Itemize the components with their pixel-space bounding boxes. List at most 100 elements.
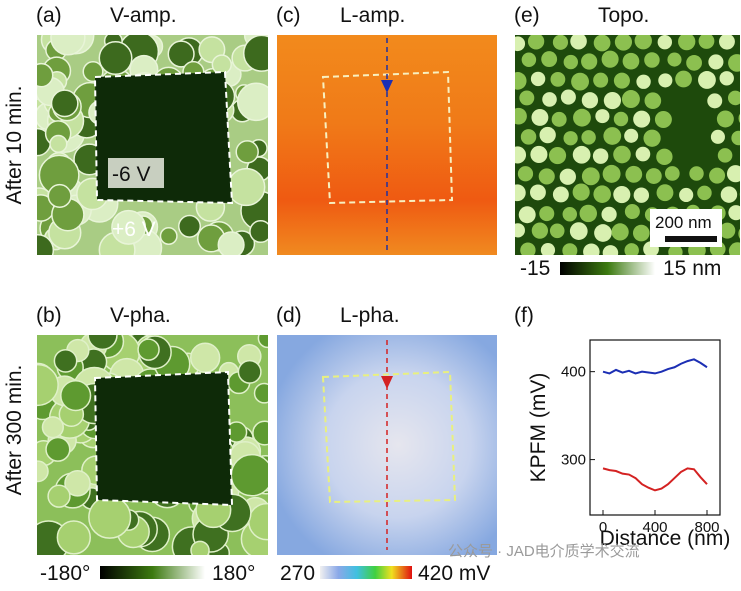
particle <box>603 91 622 110</box>
particle <box>624 243 639 255</box>
particle <box>728 54 740 72</box>
domain <box>56 520 91 555</box>
panel-title: V-amp. <box>110 4 177 27</box>
panel-title: L-pha. <box>340 304 400 327</box>
particle <box>719 222 736 239</box>
profile-arrow <box>381 80 393 93</box>
particle <box>601 206 617 222</box>
y-axis-label: KPFM (mV) <box>527 373 550 483</box>
domain <box>253 382 268 404</box>
panel-title: L-amp. <box>340 4 405 27</box>
particle <box>678 35 696 51</box>
particle <box>520 129 537 145</box>
particle <box>515 72 527 90</box>
particle <box>613 111 629 127</box>
particle <box>728 205 740 221</box>
particle <box>602 164 621 183</box>
domain <box>227 167 266 207</box>
colorbar <box>560 262 655 275</box>
domain <box>111 209 147 245</box>
particle <box>569 222 588 240</box>
y-tick-label: 400 <box>561 364 586 381</box>
particle <box>686 54 702 71</box>
particle <box>515 107 527 125</box>
particle <box>613 72 630 89</box>
domain <box>236 82 268 122</box>
particle <box>570 35 587 50</box>
domain <box>53 348 78 373</box>
particle <box>572 145 591 164</box>
scale-label: 200 nm <box>655 213 712 232</box>
particle <box>738 228 740 239</box>
particle <box>550 72 566 87</box>
particle <box>562 243 578 255</box>
particle <box>548 146 567 165</box>
particle <box>644 92 662 110</box>
domain <box>237 359 262 384</box>
particle <box>551 111 567 127</box>
domain <box>49 134 68 153</box>
domain <box>60 380 92 412</box>
particle <box>539 206 555 222</box>
particle <box>636 74 651 89</box>
particle <box>739 192 740 197</box>
particle <box>515 184 526 202</box>
particle <box>583 243 600 255</box>
domain <box>88 495 132 539</box>
domain <box>37 363 59 407</box>
particle <box>644 52 660 68</box>
particle <box>549 223 565 239</box>
particle <box>515 146 527 164</box>
domain <box>230 453 268 497</box>
particle <box>530 145 548 163</box>
particle <box>719 35 735 50</box>
particle <box>656 148 673 166</box>
particle <box>592 148 609 164</box>
particle <box>527 35 545 50</box>
particle <box>563 54 578 70</box>
profile-arrow <box>381 376 393 389</box>
particle <box>542 92 557 107</box>
particle <box>645 168 662 185</box>
colorbar <box>320 566 412 579</box>
poled-region <box>95 372 232 505</box>
domain <box>242 35 268 72</box>
row-label: After 300 min. <box>3 365 26 496</box>
particle <box>698 71 716 89</box>
particle <box>614 35 633 51</box>
y-tick-label: 300 <box>561 452 586 469</box>
particle <box>539 126 556 144</box>
colorbar-min: -180° <box>40 562 90 585</box>
particle <box>579 204 598 223</box>
data-line <box>602 358 708 375</box>
row-label: After 10 min. <box>3 85 26 204</box>
particle <box>634 35 652 50</box>
particle <box>667 52 682 67</box>
domain <box>189 342 221 373</box>
domain <box>50 35 86 56</box>
particle <box>531 222 549 239</box>
dashed-box <box>93 370 234 507</box>
particle <box>519 90 535 106</box>
x-axis-label: Distance (nm) <box>600 527 731 550</box>
particle <box>521 52 537 67</box>
particle <box>581 53 598 70</box>
particle <box>720 186 738 203</box>
particle <box>624 128 639 143</box>
panel-label: (f) <box>514 304 534 327</box>
particle <box>716 110 734 128</box>
particle <box>689 166 704 181</box>
domain <box>211 54 232 75</box>
particle <box>552 35 569 50</box>
panel-label: (c) <box>276 4 301 27</box>
particle <box>738 113 740 123</box>
particle <box>708 54 724 70</box>
domain <box>37 460 49 483</box>
particle <box>562 207 578 222</box>
particle <box>531 109 549 126</box>
watermark: 公众号 · JAD电介质学术交流 <box>448 542 640 560</box>
particle <box>622 52 640 70</box>
particle <box>717 148 733 163</box>
particle <box>709 167 726 184</box>
